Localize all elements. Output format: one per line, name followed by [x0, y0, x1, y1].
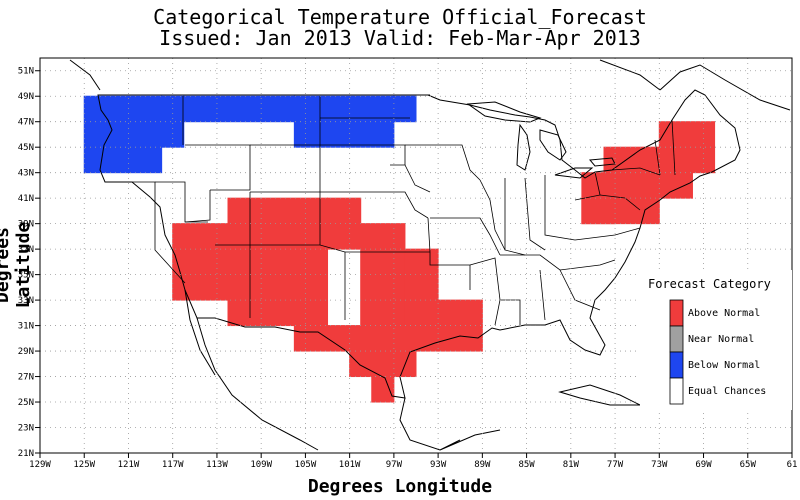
geography-outlines: [69, 59, 791, 451]
lat-tick-label: 27N: [18, 373, 34, 383]
above-normal-cell: [437, 299, 461, 352]
legend: Forecast Category Above Normal Near Normal…: [640, 270, 792, 410]
lon-tick-label: 73W: [651, 460, 668, 470]
above-normal-cell: [581, 197, 616, 225]
above-normal-cell: [360, 223, 406, 327]
lake-michigan: [516, 123, 531, 171]
lon-tick-label: 117W: [162, 460, 184, 470]
above-normal-cell: [404, 248, 439, 352]
lon-tick-label: 121W: [118, 460, 140, 470]
legend-swatch: [669, 351, 684, 379]
lake-erie: [554, 167, 594, 179]
lon-tick-label: 125W: [73, 460, 95, 470]
lake-huron: [539, 129, 567, 161]
lon-tick-label: 81W: [563, 460, 580, 470]
map-title-line2: Issued: Jan 2013 Valid: Feb-Mar-Apr 2013: [159, 26, 641, 50]
lon-tick-label: 89W: [474, 460, 491, 470]
lat-tick-label: 23N: [18, 424, 34, 434]
lat-tick-label: 43N: [18, 169, 34, 179]
lat-tick-label: 29N: [18, 347, 34, 357]
map-axes: 129W 125W 121W 117W 113W 109W 105W 101W 97W 93W 89…: [18, 57, 798, 470]
above-normal-cell: [658, 121, 716, 174]
legend-label: Near Normal: [688, 334, 754, 345]
map-frame: [39, 57, 793, 454]
lon-tick-label: 65W: [740, 460, 757, 470]
lat-tick-label: 37N: [18, 245, 34, 255]
lat-tick-label: 31N: [18, 322, 34, 332]
below-normal-cell: [83, 95, 163, 174]
lat-tick-label: 47N: [18, 118, 34, 128]
above-normal-cell: [227, 197, 329, 327]
lat-tick-label: 35N: [18, 271, 34, 281]
below-normal-cell: [183, 95, 295, 123]
above-normal-cell: [349, 350, 417, 378]
lat-tick-label: 45N: [18, 143, 34, 153]
legend-label: Above Normal: [688, 308, 760, 319]
lon-tick-label: 101W: [339, 460, 361, 470]
lat-tick-label: 49N: [18, 92, 34, 102]
lon-tick-label: 93W: [430, 460, 447, 470]
lon-tick-label: 113W: [206, 460, 228, 470]
state-lines: [105, 96, 676, 326]
lake-superior: [466, 101, 542, 123]
legend-swatch: [669, 325, 684, 353]
above-normal-cell: [371, 376, 395, 403]
lon-tick-label: 61: [787, 460, 798, 470]
legend-label: Equal Chances: [688, 386, 766, 397]
lat-tick-label: 39N: [18, 220, 34, 230]
mexico-coast: [184, 289, 501, 451]
lat-tick-label: 51N: [18, 67, 34, 77]
lon-tick-label: 97W: [386, 460, 403, 470]
lat-tick-label: 33N: [18, 296, 34, 306]
lat-tick-label: 25N: [18, 398, 34, 408]
lon-tick-label: 109W: [250, 460, 272, 470]
legend-background: [640, 270, 792, 410]
lon-tick-label: 85W: [518, 460, 535, 470]
above-normal-cell: [172, 223, 229, 301]
legend-label: Below Normal: [688, 360, 760, 371]
canada-coast: [69, 59, 791, 111]
lon-tick-label: 77W: [607, 460, 624, 470]
lon-tick-label: 105W: [295, 460, 317, 470]
lon-tick-label: 69W: [695, 460, 712, 470]
map-title-line1: Categorical Temperature Official_Forecas…: [153, 5, 647, 29]
legend-title: Forecast Category: [648, 277, 771, 291]
lon-tick-label: 129W: [29, 460, 51, 470]
lat-tick-label: 41N: [18, 194, 34, 204]
below-normal-cell: [293, 95, 395, 148]
legend-swatch: [669, 299, 684, 327]
lat-tick-label: 21N: [18, 449, 34, 459]
above-normal-cell: [459, 299, 483, 352]
legend-swatch: [669, 377, 684, 405]
x-axis-label: Degrees Longitude: [307, 476, 493, 497]
